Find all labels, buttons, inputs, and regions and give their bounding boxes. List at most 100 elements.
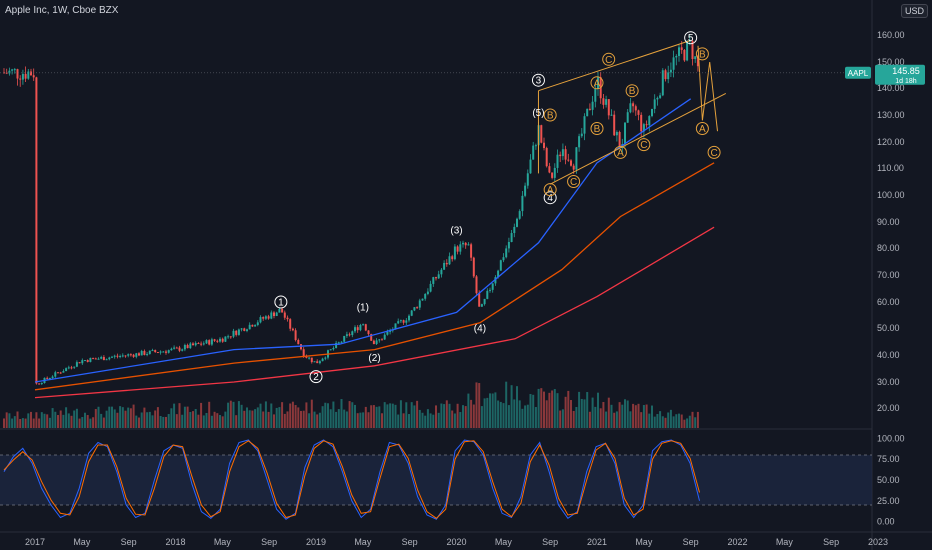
wave-label-circle — [531, 73, 545, 87]
candle-body — [40, 382, 43, 384]
volume-bar — [264, 401, 267, 428]
volume-bar — [216, 413, 219, 428]
candle-body — [688, 40, 691, 42]
volume-bar — [167, 414, 170, 428]
volume-bar — [597, 392, 599, 428]
wave-label-circle — [567, 175, 581, 188]
volume-bar — [397, 414, 400, 428]
wave-label: C — [710, 148, 717, 159]
volume-bar — [478, 383, 481, 428]
symbol-tag-box — [845, 66, 871, 79]
candle-body — [370, 334, 373, 341]
stoch-line — [3, 440, 700, 519]
price-tick-label: 50.00 — [877, 323, 900, 333]
candle-body — [661, 70, 664, 96]
volume-bar — [345, 411, 348, 428]
volume-bar — [94, 409, 97, 428]
time-tick-label: May — [354, 537, 372, 547]
wave-label-circle — [274, 295, 288, 309]
wave-label: (3) — [450, 225, 462, 236]
candle-body — [683, 49, 686, 61]
wave-label-circle — [543, 108, 557, 122]
volume-bar — [375, 406, 378, 428]
volume-bar — [348, 401, 351, 428]
volume-bar — [378, 406, 381, 428]
time-tick-label: 2020 — [446, 537, 466, 547]
wave-label: B — [547, 111, 554, 122]
volume-bar — [86, 415, 89, 428]
candle-body — [119, 356, 122, 358]
candle-body — [254, 325, 257, 327]
volume-bar — [467, 393, 470, 428]
candle-body — [561, 149, 564, 157]
volume-bar — [140, 412, 143, 428]
stoch-tick-label: 100.00 — [877, 433, 905, 443]
candle-body — [383, 334, 386, 340]
price-tick-label: 120.00 — [877, 137, 905, 147]
time-tick-label: May — [214, 537, 232, 547]
candle-body — [680, 47, 683, 50]
candle-body — [499, 260, 502, 271]
candle-body — [478, 293, 481, 307]
candle-body — [337, 342, 340, 344]
volume-bar — [3, 418, 5, 428]
candle-body — [575, 147, 578, 170]
wave-label: 3 — [536, 76, 542, 87]
volume-bar — [132, 404, 135, 428]
candle-body — [470, 244, 473, 258]
candle-body — [251, 324, 254, 327]
price-tick-label: 20.00 — [877, 403, 900, 413]
candle-body — [316, 361, 319, 364]
candle-body — [129, 354, 132, 356]
candle-body — [634, 106, 637, 111]
volume-bar — [364, 406, 367, 428]
candle-body — [440, 269, 443, 275]
volume-bar — [524, 405, 527, 428]
volume-bar — [318, 412, 321, 428]
candle-body — [321, 358, 324, 362]
volume-bar — [248, 410, 251, 428]
wave-label-circle — [543, 191, 557, 205]
candle-body — [397, 321, 400, 324]
candle-body — [632, 103, 635, 107]
volume-bar — [275, 407, 278, 428]
candle-body — [156, 352, 159, 354]
volume-bar — [232, 401, 235, 428]
volume-bar — [453, 413, 456, 428]
stoch-line — [3, 439, 700, 520]
volume-bar — [291, 401, 294, 428]
candle-body — [354, 327, 356, 332]
volume-bar — [316, 414, 319, 428]
volume-bar — [362, 412, 365, 428]
candle-body — [140, 350, 143, 356]
candle-body — [116, 355, 119, 357]
candle-body — [221, 338, 224, 342]
candle-body — [46, 377, 49, 379]
volume-bar — [173, 403, 176, 428]
candle-body — [297, 340, 300, 345]
volume-bar — [475, 382, 478, 428]
candle-body — [165, 351, 167, 353]
volume-bar — [38, 418, 41, 428]
volume-bar — [165, 416, 167, 428]
moving-average-line — [34, 226, 715, 399]
chart-title: Apple Inc, 1W, Cboe BZX — [5, 5, 119, 16]
candle-body — [216, 340, 219, 342]
price-tick-label: 80.00 — [877, 243, 900, 253]
candle-body — [678, 47, 680, 56]
volume-bar — [651, 405, 653, 428]
volume-bar — [424, 415, 427, 428]
currency-badge[interactable]: USD — [900, 4, 928, 18]
volume-bar — [151, 415, 154, 428]
candle-body — [262, 317, 265, 319]
volume-bar — [602, 401, 605, 428]
time-tick-label: 2023 — [868, 537, 888, 547]
candle-body — [335, 342, 338, 349]
volume-bar — [262, 411, 265, 428]
candle-body — [669, 69, 672, 73]
volume-bar — [691, 411, 694, 428]
candle-body — [24, 73, 27, 79]
candle-body — [146, 353, 149, 355]
candle-body — [686, 41, 689, 61]
